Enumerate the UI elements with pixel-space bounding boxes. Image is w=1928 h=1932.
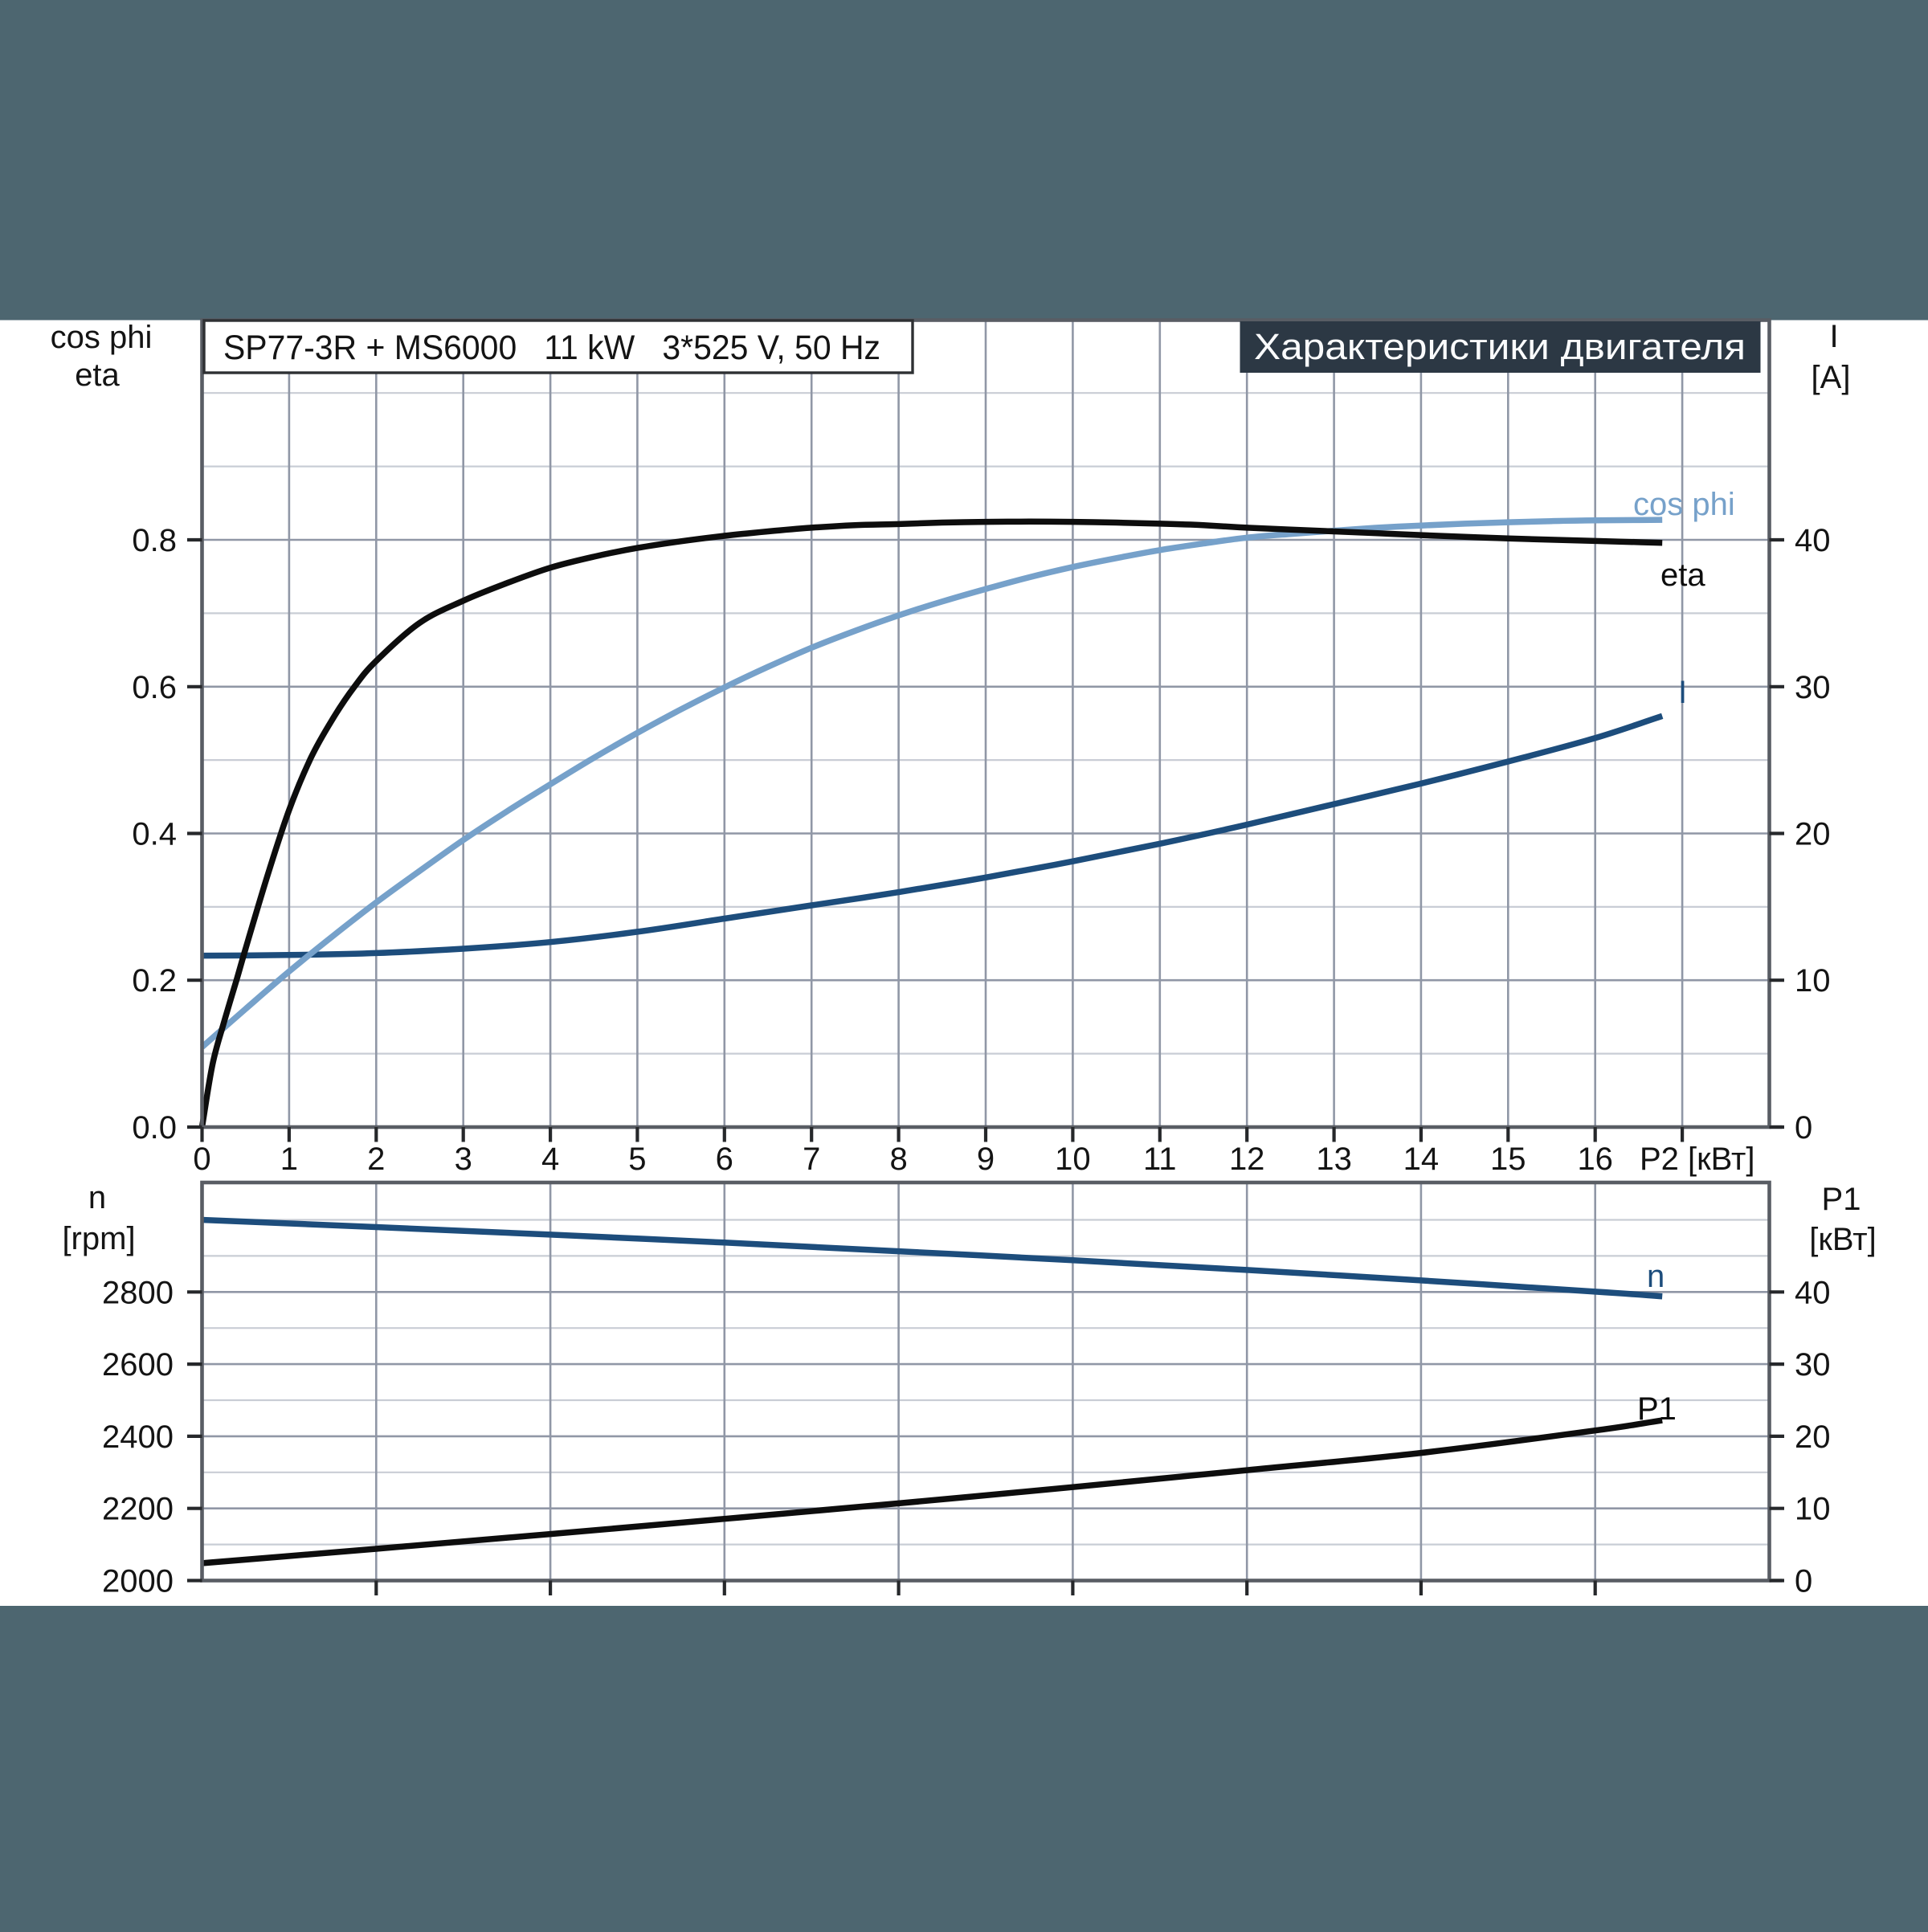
svg-text:[rpm]: [rpm]	[62, 1221, 135, 1256]
svg-text:0.0: 0.0	[132, 1110, 177, 1146]
svg-text:eta: eta	[1660, 558, 1705, 593]
svg-text:2: 2	[367, 1142, 385, 1177]
svg-text:I: I	[1829, 319, 1838, 354]
svg-text:15: 15	[1490, 1142, 1526, 1177]
svg-text:9: 9	[977, 1142, 995, 1177]
svg-text:2800: 2800	[102, 1275, 174, 1310]
svg-text:30: 30	[1795, 670, 1831, 705]
svg-text:0.8: 0.8	[132, 523, 177, 558]
svg-text:0: 0	[1795, 1110, 1812, 1146]
svg-text:P1: P1	[1822, 1182, 1861, 1217]
svg-text:eta: eta	[75, 357, 120, 393]
svg-text:2400: 2400	[102, 1419, 174, 1455]
svg-text:13: 13	[1316, 1142, 1352, 1177]
svg-text:10: 10	[1055, 1142, 1091, 1177]
svg-text:40: 40	[1795, 523, 1831, 558]
svg-text:0.2: 0.2	[132, 963, 177, 999]
svg-text:2000: 2000	[102, 1564, 174, 1599]
svg-text:12: 12	[1229, 1142, 1265, 1177]
svg-text:6: 6	[716, 1142, 733, 1177]
svg-text:n: n	[1647, 1259, 1665, 1294]
svg-text:3: 3	[455, 1142, 472, 1177]
svg-text:10: 10	[1795, 1492, 1831, 1527]
svg-text:16: 16	[1577, 1142, 1613, 1177]
svg-text:5: 5	[628, 1142, 646, 1177]
svg-text:I: I	[1678, 675, 1687, 710]
svg-text:n: n	[88, 1180, 106, 1215]
svg-text:[кВт]: [кВт]	[1809, 1222, 1876, 1257]
svg-text:0: 0	[1795, 1564, 1812, 1599]
svg-text:SP77-3R + MS6000 11 kW 3*5: SP77-3R + MS6000 11 kW 3*525 V, 50 Hz	[223, 329, 880, 367]
svg-text:[A]: [A]	[1812, 360, 1851, 395]
svg-text:40: 40	[1795, 1275, 1831, 1310]
svg-text:11: 11	[1143, 1142, 1177, 1177]
svg-text:2200: 2200	[102, 1492, 174, 1527]
svg-text:2600: 2600	[102, 1347, 174, 1383]
svg-text:cos phi: cos phi	[51, 320, 153, 355]
svg-text:1: 1	[280, 1142, 298, 1177]
svg-text:8: 8	[889, 1142, 907, 1177]
svg-text:20: 20	[1795, 1419, 1831, 1455]
svg-text:0.6: 0.6	[132, 670, 177, 705]
svg-text:cos phi: cos phi	[1633, 487, 1735, 522]
svg-text:P2 [кВт]: P2 [кВт]	[1640, 1142, 1754, 1177]
svg-text:P1: P1	[1637, 1391, 1677, 1427]
svg-text:0: 0	[193, 1142, 210, 1177]
svg-text:14: 14	[1403, 1142, 1440, 1177]
svg-text:4: 4	[541, 1142, 559, 1177]
svg-text:Характеристики двигателя: Характеристики двигателя	[1254, 326, 1746, 367]
svg-text:30: 30	[1795, 1347, 1831, 1383]
svg-text:20: 20	[1795, 817, 1831, 852]
svg-text:0.4: 0.4	[132, 817, 177, 852]
svg-text:10: 10	[1795, 963, 1831, 999]
svg-text:7: 7	[803, 1142, 820, 1177]
